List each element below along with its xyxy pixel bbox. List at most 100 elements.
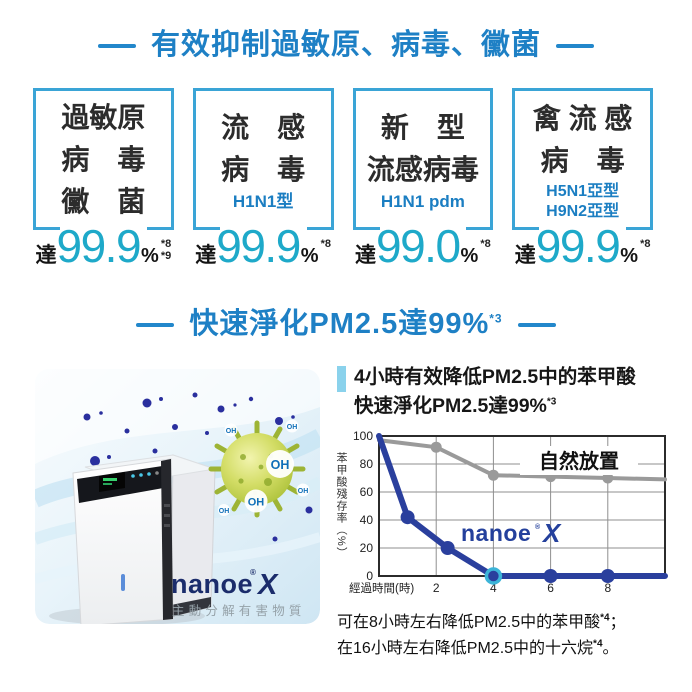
brand-tagline: 主動分解有害物質 <box>172 603 306 618</box>
value-unit: % <box>141 244 159 267</box>
svg-text:40: 40 <box>360 513 374 527</box>
value-number: 99.0 <box>376 219 461 272</box>
accent-bar <box>337 365 346 392</box>
product-image-card: OH OH OH OH OH OH nanoe ® X 主動分解有害物質 <box>35 368 320 624</box>
nanoe-logo-x: X <box>256 569 279 601</box>
box-line: 黴 菌 <box>61 186 146 218</box>
oh-label: OH <box>248 496 265 508</box>
value-unit: % <box>620 244 639 267</box>
title-dash-right <box>556 43 594 48</box>
box-frame: 新 型 流感病毒 H1N1 pdm <box>352 87 494 230</box>
value-unit: % <box>300 244 319 267</box>
svg-text:0: 0 <box>366 569 373 583</box>
box-subtype: H1N1型 <box>232 192 294 212</box>
value-prefix: 達 <box>514 243 536 267</box>
chart-series-logo: nanoe ® X <box>461 518 562 548</box>
oh-label: OH <box>226 428 237 435</box>
section-title-suppression: 有效抑制過敏原、病毒、黴菌 <box>0 29 692 62</box>
oh-label: OH <box>298 488 309 495</box>
chart-title-line2: 快速淨化PM2.5達99%*3 <box>354 395 557 418</box>
value-prefix: 達 <box>355 243 376 267</box>
efficacy-box-influenza: 流 感 病 毒 H1N1型 達 99.9 % *8 <box>192 87 334 277</box>
air-purifier-device <box>72 454 216 624</box>
footnote-line: 在16小時左右降低PM2.5中的十六烷*4。 <box>337 638 619 657</box>
oh-label: OH <box>271 458 290 472</box>
product-illustration: OH OH OH OH OH OH nanoe ® X 主動分解有害物質 <box>35 368 320 624</box>
chart-area: 苯甲酸殘存率（%） 2 4 6 8 0 20 40 60 80 100 自然放置 nanoe ® … <box>333 429 688 601</box>
box-line: 新 型 <box>380 112 465 144</box>
svg-text:6: 6 <box>547 581 554 595</box>
oh-label: OH <box>287 424 298 431</box>
section-title: 快速淨化PM2.5達99%*3 <box>189 307 503 340</box>
device-led <box>121 573 125 591</box>
svg-text:100: 100 <box>353 429 373 443</box>
box-line: 病 毒 <box>540 145 625 177</box>
efficacy-boxes: 過敏原 病 毒 黴 菌 達 99.9 % *8 *9 流 感 病 毒 H1N1型 … <box>0 87 692 277</box>
box-frame: 流 感 病 毒 H1N1型 <box>192 87 334 230</box>
efficacy-box-allergen-virus-mold: 過敏原 病 毒 黴 菌 達 99.9 % *8 *9 <box>33 87 174 277</box>
bottom-section: OH OH OH OH OH OH nanoe ® X 主動分解有害物質 <box>0 365 692 662</box>
title-dash-right <box>517 322 556 327</box>
section-title-pm25: 快速淨化PM2.5達99%*3 <box>0 307 692 341</box>
registered-mark: ® <box>250 568 256 577</box>
registered-mark: ® <box>535 523 541 531</box>
virus-particle: OH OH OH OH OH OH <box>208 419 310 518</box>
chart-legend: 自然放置 <box>520 446 638 476</box>
efficacy-value: 達 99.9 % *8 *9 <box>33 219 174 277</box>
efficacy-box-new-influenza: 新 型 流感病毒 H1N1 pdm 達 99.0 % *8 <box>352 87 494 277</box>
box-subtype: H9N2亞型 <box>546 203 620 221</box>
value-prefix: 達 <box>195 243 217 267</box>
efficacy-box-avian-influenza: 禽 流 感 病 毒 H5N1亞型 H9N2亞型 達 99.9 % *8 <box>512 87 653 277</box>
box-subtype: H1N1 pdm <box>380 192 465 212</box>
nanoe-logo-text: nanoe <box>171 569 253 599</box>
footnote-text: 可在8小時左右降低PM2.5中的苯甲酸*4； 在16小時左右降低PM2.5中的十… <box>337 610 688 661</box>
box-line: 病 毒 <box>61 144 146 176</box>
chart-header: 4小時有效降低PM2.5中的苯甲酸 快速淨化PM2.5達99%*3 <box>337 363 688 422</box>
box-line: 病 毒 <box>221 154 306 186</box>
box-line: 流 感 <box>221 112 306 144</box>
title-dash-left <box>136 322 175 327</box>
svg-text:8: 8 <box>604 581 611 595</box>
value-number: 99.9 <box>216 219 301 272</box>
footnote-sup: *3 <box>489 311 503 326</box>
footnote-sup: *4 <box>593 638 603 650</box>
page-title: 有效抑制過敏原、病毒、黴菌 <box>150 29 541 61</box>
oh-label: OH <box>219 508 230 515</box>
value-prefix: 達 <box>35 243 57 267</box>
footnote-sup: *4 <box>600 612 610 624</box>
title-dash-left <box>97 43 136 48</box>
nanoe-logo-text: nanoe <box>461 520 531 546</box>
svg-text:2: 2 <box>433 581 440 595</box>
efficacy-value: 達 99.0 % *8 <box>353 219 494 272</box>
y-axis-label: 苯甲酸殘存率（%） <box>335 451 347 559</box>
chart-title-line1: 4小時有效降低PM2.5中的苯甲酸 <box>354 365 636 388</box>
oh-bubble <box>266 449 294 478</box>
nanoe-logo-x: X <box>541 518 562 548</box>
value-footnotes: *8 <box>640 237 651 250</box>
value-footnotes: *8 <box>320 237 331 250</box>
box-line: 過敏原 <box>61 102 146 134</box>
box-line: 禽 流 感 <box>532 103 633 135</box>
box-subtype: H5N1亞型 <box>546 183 620 201</box>
legend-label: 自然放置 <box>539 449 619 473</box>
display-screen <box>99 471 125 492</box>
value-number: 99.9 <box>56 219 142 272</box>
efficacy-value: 達 99.9 % *8 <box>193 219 334 272</box>
box-frame: 禽 流 感 病 毒 H5N1亞型 H9N2亞型 <box>512 87 653 230</box>
efficacy-value: 達 99.9 % *8 <box>512 219 653 272</box>
x-axis-label: 經過時間(時) <box>349 581 414 595</box>
svg-text:20: 20 <box>360 541 374 555</box>
value-footnotes: *8 *9 <box>160 237 172 262</box>
svg-text:80: 80 <box>360 457 374 471</box>
footnote-line: 可在8小時左右降低PM2.5中的苯甲酸*4； <box>337 612 626 632</box>
svg-text:4: 4 <box>490 581 497 595</box>
value-footnotes: *8 <box>480 237 491 250</box>
value-unit: % <box>460 244 479 267</box>
value-number: 99.9 <box>535 219 621 272</box>
oh-bubble <box>244 489 268 513</box>
footnote-sup: *3 <box>546 396 557 408</box>
chart-section: 4小時有效降低PM2.5中的苯甲酸 快速淨化PM2.5達99%*3 苯甲酸殘存率… <box>335 365 688 662</box>
nanoe-x-brand: nanoe ® X 主動分解有害物質 <box>171 568 306 618</box>
